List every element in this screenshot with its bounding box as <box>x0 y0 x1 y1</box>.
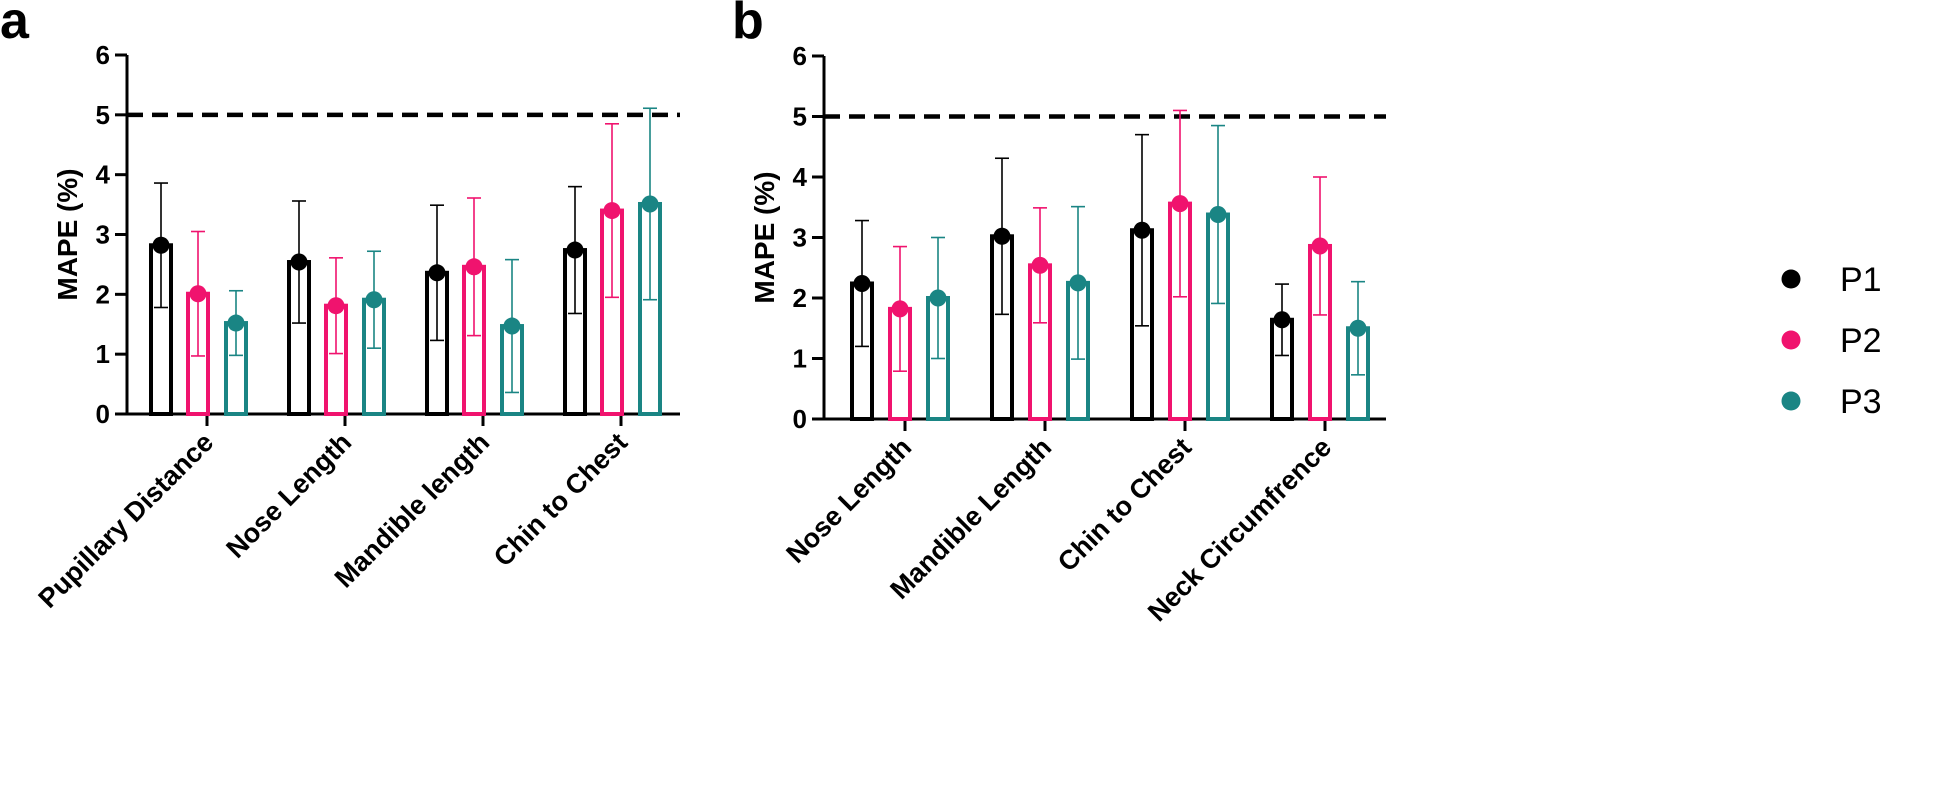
legend-marker-p1 <box>1781 269 1801 289</box>
point-p3-chin-to-chest <box>641 195 659 213</box>
point-p2-chin-to-chest <box>603 202 621 220</box>
point-p2-neck-circumfrence <box>1311 237 1329 255</box>
legend-label-p2: P2 <box>1840 322 1882 360</box>
point-p1-chin-to-chest <box>566 241 584 259</box>
category-label-mandible-length: Mandible length <box>329 427 496 594</box>
y-tick-label: 3 <box>96 220 110 250</box>
point-p3-nose-length <box>929 289 947 307</box>
y-axis-title: MAPE (%) <box>52 168 83 300</box>
category-label-pupillary-distance: Pupillary Distance <box>33 427 220 614</box>
category-label-nose-length: Nose Length <box>780 432 917 569</box>
legend-marker-p3 <box>1781 391 1801 411</box>
y-tick-label: 5 <box>96 100 110 130</box>
point-p3-mandible-length <box>1069 274 1087 292</box>
category-label-chin-to-chest: Chin to Chest <box>1052 432 1197 577</box>
point-p2-nose-length <box>327 297 345 315</box>
point-p3-chin-to-chest <box>1209 206 1227 224</box>
y-tick-label: 6 <box>793 41 807 71</box>
category-label-chin-to-chest: Chin to Chest <box>488 427 633 572</box>
y-tick-label: 4 <box>793 162 808 192</box>
y-tick-label: 1 <box>793 344 807 374</box>
point-p2-mandible-length <box>465 258 483 276</box>
point-p1-neck-circumfrence <box>1273 311 1291 329</box>
y-tick-label: 2 <box>793 283 807 313</box>
point-p2-chin-to-chest <box>1171 195 1189 213</box>
panel-letter: b <box>732 0 764 50</box>
point-p1-nose-length <box>290 253 308 271</box>
point-p3-pupillary-distance <box>227 314 245 332</box>
y-tick-label: 4 <box>96 160 111 190</box>
point-p1-chin-to-chest <box>1133 221 1151 239</box>
point-p2-mandible-length <box>1031 256 1049 274</box>
point-p1-mandible-length <box>428 264 446 282</box>
y-tick-label: 0 <box>793 404 807 434</box>
y-axis-title: MAPE (%) <box>749 171 780 303</box>
point-p3-neck-circumfrence <box>1349 319 1367 337</box>
y-tick-label: 2 <box>96 279 110 309</box>
point-p1-pupillary-distance <box>152 236 170 254</box>
panel-a: a 0 1 2 3 4 5 6 MAPE (%) Pupillary Distance Nose L… <box>0 0 680 614</box>
panel-letter: a <box>0 0 30 50</box>
point-p1-mandible-length <box>993 227 1011 245</box>
point-p2-pupillary-distance <box>189 285 207 303</box>
legend: P1 P2 P3 <box>1781 261 1882 421</box>
y-tick-label: 3 <box>793 223 807 253</box>
y-tick-label: 1 <box>96 339 110 369</box>
legend-label-p3: P3 <box>1840 383 1882 421</box>
legend-marker-p2 <box>1781 330 1801 350</box>
point-p3-mandible-length <box>503 317 521 335</box>
category-label-nose-length: Nose Length <box>220 427 357 564</box>
point-p1-nose-length <box>853 274 871 292</box>
point-p3-nose-length <box>365 291 383 309</box>
y-tick-label: 0 <box>96 399 110 429</box>
point-p2-nose-length <box>891 300 909 318</box>
y-tick-label: 6 <box>96 40 110 70</box>
legend-label-p1: P1 <box>1840 261 1882 299</box>
y-tick-label: 5 <box>793 102 807 132</box>
